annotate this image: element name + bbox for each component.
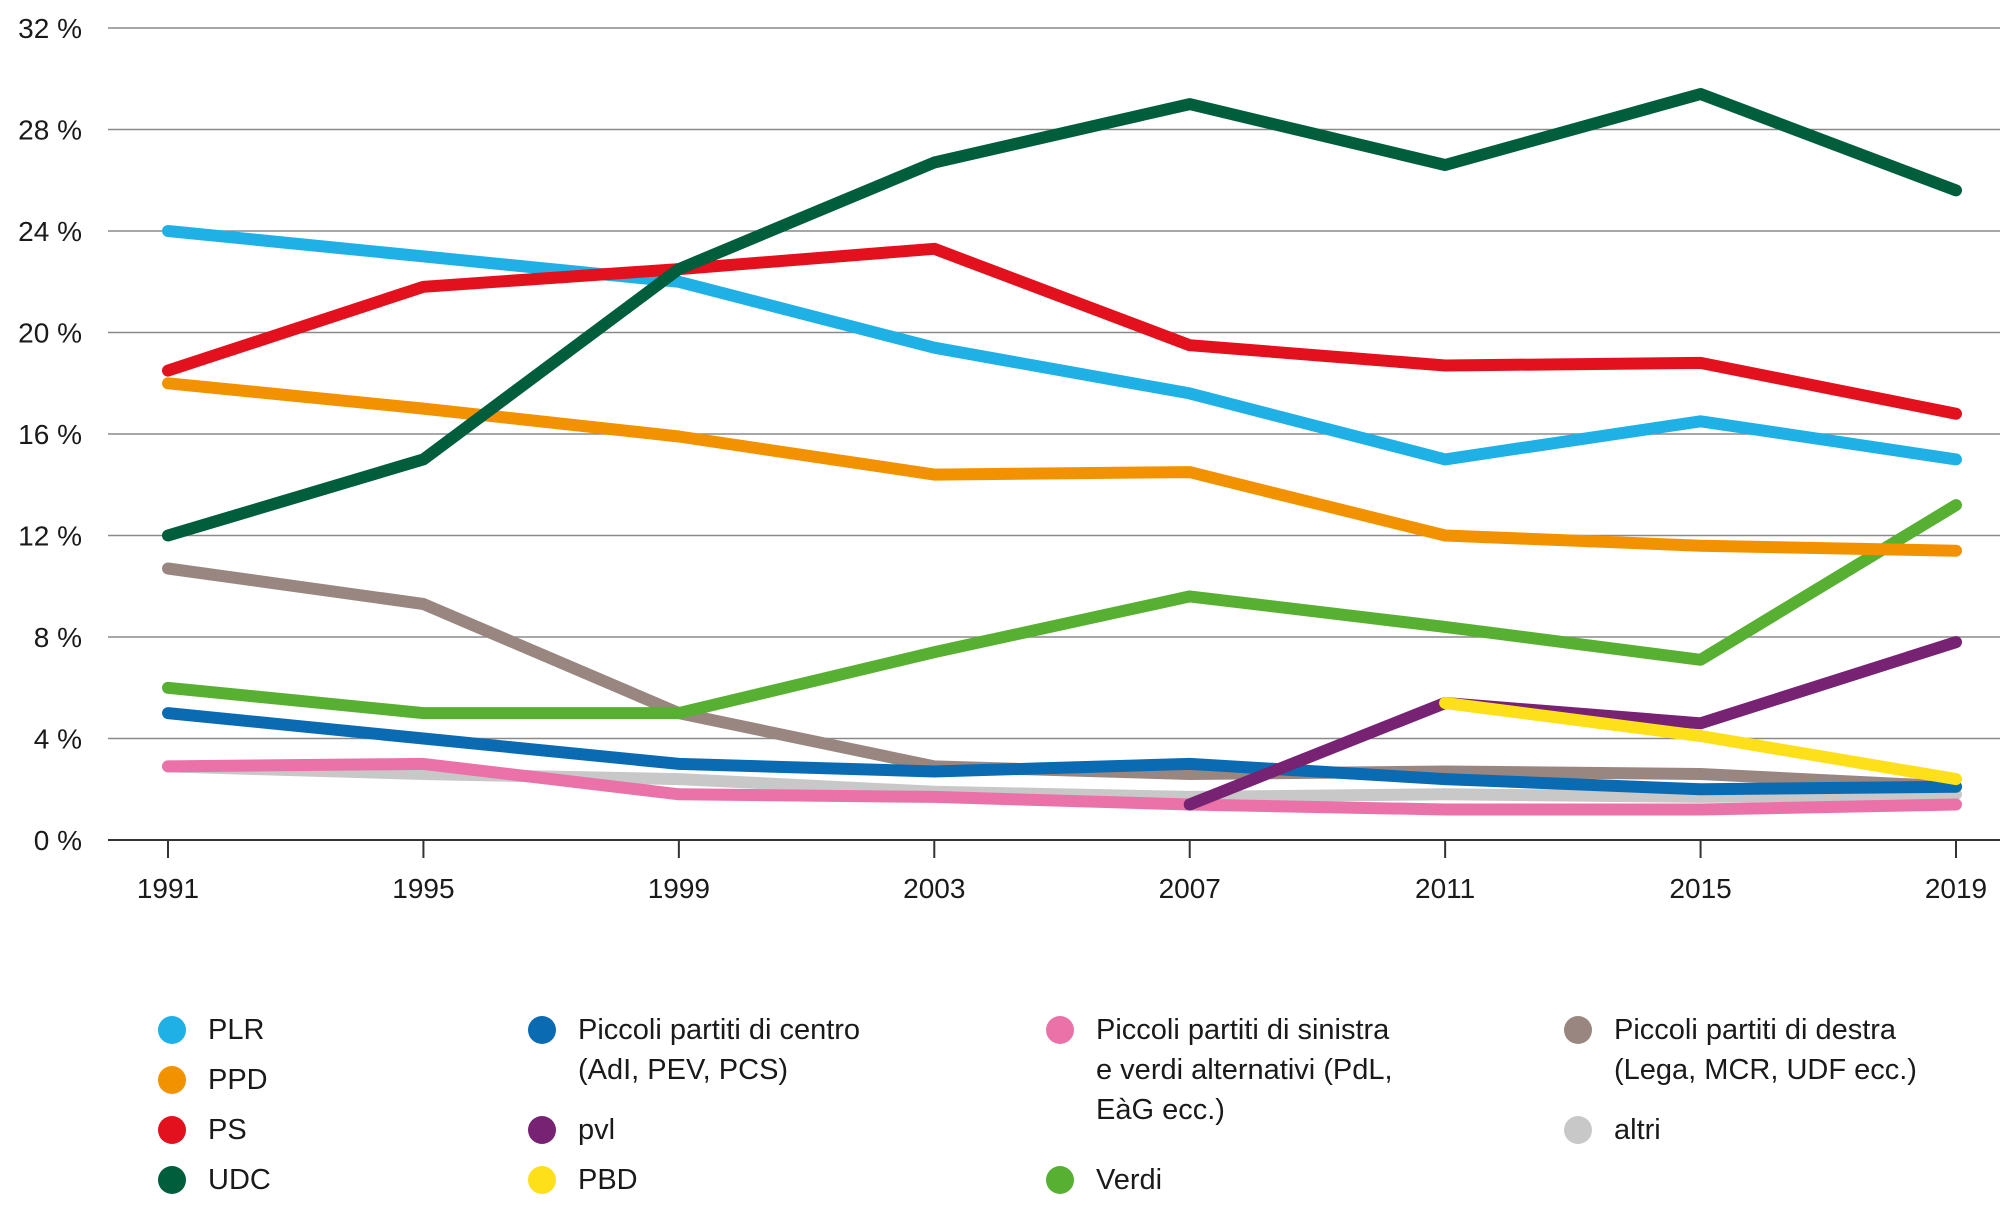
- series-line: [162, 757, 1962, 816]
- legend-swatch: [528, 1166, 556, 1194]
- x-tick-label: 2011: [1415, 873, 1475, 904]
- legend-item-verdi: Verdi: [1046, 1160, 1162, 1200]
- legend-label: PLR: [208, 1014, 265, 1046]
- x-axis: 1991 1995 1999 2003 2007 2011 2015 2019: [137, 840, 1987, 904]
- legend-label: Verdi: [1096, 1164, 1163, 1196]
- legend-swatch: [158, 1016, 186, 1044]
- x-tick-label: 1991: [137, 873, 199, 904]
- legend-label: altri: [1614, 1114, 1661, 1146]
- legend-swatch: [1046, 1166, 1074, 1194]
- legend-label: pvl: [578, 1114, 616, 1146]
- y-tick-label: 8 %: [34, 622, 82, 653]
- legend-item-udc: UDC: [158, 1160, 271, 1200]
- y-tick-label: 4 %: [34, 724, 82, 755]
- y-tick-label: 32 %: [18, 13, 82, 44]
- legend-label: PPD: [208, 1064, 268, 1096]
- y-tick-label: 12 %: [18, 521, 82, 552]
- legend-label: Piccoli partiti di sinistra e verdi alte…: [1096, 1014, 1393, 1126]
- legend-swatch: [158, 1166, 186, 1194]
- legend-label: PBD: [578, 1164, 638, 1196]
- legend-label: UDC: [208, 1164, 271, 1196]
- legend-swatch: [528, 1116, 556, 1144]
- legend-swatch: [158, 1116, 186, 1144]
- series-line: [162, 377, 1962, 557]
- legend-label: Piccoli partiti di destra (Lega, MCR, UD…: [1614, 1014, 1917, 1086]
- series-line: [1439, 697, 1962, 786]
- y-tick-label: 16 %: [18, 419, 82, 450]
- series-line: [162, 88, 1962, 542]
- legend-swatch: [528, 1016, 556, 1044]
- legend-item-sinistra: Piccoli partiti di sinistra e verdi alte…: [1046, 1010, 1393, 1130]
- x-tick-label: 2003: [903, 873, 965, 904]
- x-tick-label: 1995: [392, 873, 454, 904]
- legend-item-ps: PS: [158, 1110, 247, 1150]
- series-lines: [162, 88, 1962, 816]
- y-tick-label: 28 %: [18, 115, 82, 146]
- legend-swatch: [1564, 1016, 1592, 1044]
- series-line: [1183, 636, 1962, 811]
- legend-swatch: [158, 1066, 186, 1094]
- y-tick-label: 0 %: [34, 825, 82, 856]
- series-line: [162, 242, 1962, 420]
- legend-item-plr: PLR: [158, 1010, 264, 1050]
- legend-label: PS: [208, 1114, 247, 1146]
- legend-swatch: [1564, 1116, 1592, 1144]
- series-line: [162, 707, 1962, 796]
- legend-item-pbd: PBD: [528, 1160, 638, 1200]
- legend-label: Piccoli partiti di centro (AdI, PEV, PCS…: [578, 1014, 861, 1086]
- x-tick-label: 2007: [1159, 873, 1221, 904]
- y-axis-tick-labels: 0 % 4 % 8 % 12 % 16 % 20 % 24 % 28 % 32 %: [18, 13, 82, 856]
- y-tick-label: 20 %: [18, 318, 82, 349]
- legend-item-centro: Piccoli partiti di centro (AdI, PEV, PCS…: [528, 1010, 860, 1090]
- legend-swatch: [1046, 1016, 1074, 1044]
- x-tick-label: 2019: [1925, 873, 1987, 904]
- series-line: [162, 499, 1962, 720]
- legend-item-ppd: PPD: [158, 1060, 268, 1100]
- x-tick-label: 1999: [648, 873, 710, 904]
- series-line: [162, 225, 1962, 466]
- legend-item-destra: Piccoli partiti di destra (Lega, MCR, UD…: [1564, 1010, 1917, 1090]
- y-tick-label: 24 %: [18, 216, 82, 247]
- legend-item-altri: altri: [1564, 1110, 1661, 1150]
- legend-item-pvl: pvl: [528, 1110, 615, 1150]
- x-tick-label: 2015: [1669, 873, 1731, 904]
